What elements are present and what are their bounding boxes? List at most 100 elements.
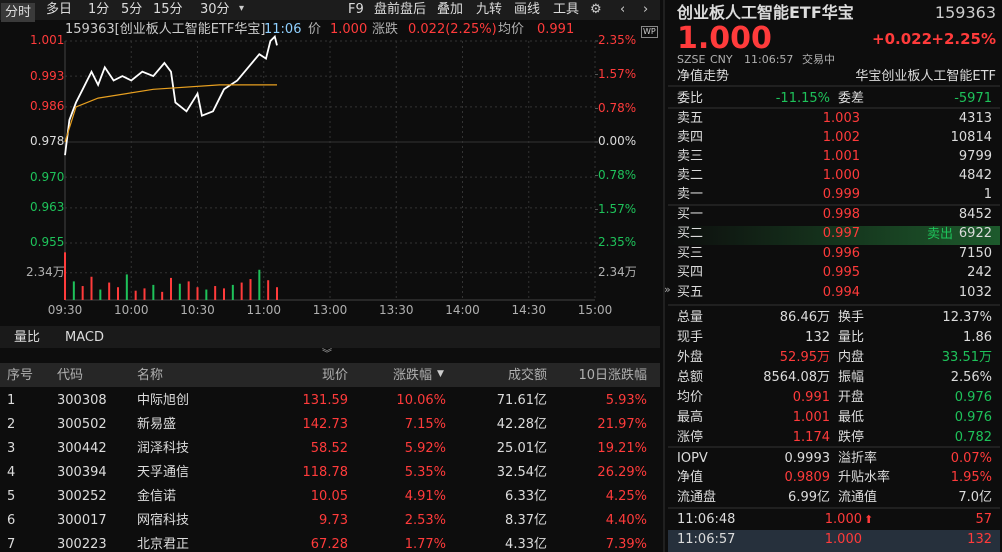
stat-value: 1.86 (963, 329, 992, 345)
tab[interactable]: 15分 (153, 1, 183, 17)
column-header: 现价 (321, 367, 348, 383)
column-header[interactable]: 涨跌幅 (392, 367, 432, 383)
nav-link[interactable]: 净值走势 (677, 68, 730, 84)
volume-bar (205, 289, 208, 300)
value: -5971 (954, 90, 992, 106)
prev-icon[interactable]: ‹ (620, 2, 626, 17)
column-header: 名称 (137, 367, 164, 383)
time: 11:06 (264, 21, 302, 37)
settings-icon[interactable]: ⚙ (590, 2, 602, 17)
volume-bar (134, 290, 137, 300)
volume-bar (249, 279, 252, 300)
volume-bar (267, 280, 270, 300)
tab[interactable]: 5分 (121, 1, 143, 17)
stat-label: 外盘 (677, 349, 704, 365)
cell: 1 (7, 392, 16, 408)
stat-value: 33.51万 (941, 349, 992, 365)
cell: 10.06% (396, 392, 446, 408)
tab[interactable]: 1分 (88, 1, 110, 17)
tab[interactable]: 30分 (200, 1, 230, 17)
stat-value: 132 (805, 329, 830, 345)
stat-label: 涨停 (677, 429, 704, 445)
tool[interactable]: 盘前盘后 (374, 1, 427, 17)
cell: 5.93% (605, 392, 647, 408)
volume-bar (143, 288, 146, 300)
book-label: 买一 (677, 206, 704, 222)
book-label: 买三 (677, 245, 704, 261)
collapse-icon[interactable]: ︾ (322, 349, 332, 360)
tab[interactable]: 多日 (46, 1, 73, 17)
cell: 26.29% (597, 464, 647, 480)
chart-title: 159363[创业板人工智能ETF华宝] (65, 21, 266, 37)
price-line (64, 34, 278, 156)
cell: 天孚通信 (137, 464, 190, 480)
book-label: 卖二 (677, 167, 704, 183)
expand-icon[interactable]: » (664, 283, 671, 296)
dropdown-icon[interactable]: ▾ (239, 3, 245, 14)
stat-value: 12.37% (942, 309, 992, 325)
quote-change-pct: +2.25% (931, 29, 996, 48)
book-label: 买五 (677, 284, 704, 300)
book-volume: 7150 (958, 245, 992, 261)
stat-value: 86.46万 (779, 309, 830, 325)
cell: 7.15% (404, 416, 446, 432)
column-header: 10日涨跌幅 (578, 367, 647, 383)
stat-value: 1.174 (792, 429, 830, 445)
tool[interactable]: 九转 (476, 1, 503, 17)
y-tick-label: 0.993 (30, 68, 65, 83)
bid-note: 卖出 (926, 226, 953, 242)
volume-bar (223, 288, 225, 300)
cell: 300502 (57, 416, 107, 432)
book-price: 1.002 (822, 129, 860, 145)
tool[interactable]: 画线 (514, 1, 541, 17)
book-price: 1.003 (822, 110, 860, 126)
cell: 新易盛 (137, 416, 177, 432)
y2-tick-label: 1.57% (598, 66, 637, 81)
book-volume: 4313 (958, 110, 992, 126)
y2-tick-label: 1.57% (598, 201, 637, 216)
cell: 131.59 (302, 392, 349, 408)
volume-bar (64, 252, 66, 300)
book-price: 0.998 (822, 206, 860, 222)
quote-change: +0.022 (872, 29, 933, 48)
x-tick-label: 13:30 (378, 303, 414, 318)
next-icon[interactable]: › (643, 2, 649, 17)
tab[interactable]: 分时 (1, 2, 36, 22)
cell: 2.53% (404, 512, 446, 528)
column-header: 序号 (7, 367, 34, 383)
cell: 4.33亿 (505, 536, 547, 552)
quote-meta: CNY (710, 52, 733, 66)
stat-value: 0.9809 (784, 470, 831, 486)
book-price: 1.001 (822, 148, 860, 164)
indicator-tab[interactable]: 量比 (14, 329, 41, 345)
trade-volume: 132 (967, 531, 992, 547)
cell: 1.77% (404, 536, 446, 552)
book-price: 0.999 (822, 186, 860, 202)
sort-icon[interactable]: ▼ (437, 369, 444, 379)
indicator-tab[interactable]: MACD (65, 329, 104, 345)
volume-bar (161, 291, 164, 300)
cell: 10.05 (310, 488, 348, 504)
cell: 142.73 (302, 416, 349, 432)
cell: 19.21% (597, 440, 647, 456)
tool[interactable]: 叠加 (437, 1, 464, 17)
y-tick-label: 0.978 (30, 134, 65, 149)
tool[interactable]: F9 (348, 1, 364, 17)
cell: 4.40% (605, 512, 647, 528)
book-volume: 9799 (958, 148, 992, 164)
volume-bar (258, 269, 261, 300)
y2-tick-label: 2.35% (598, 235, 637, 250)
stat-value: 7.0亿 (958, 489, 992, 505)
trade-time: 11:06:57 (677, 531, 736, 547)
book-label: 买二 (677, 226, 704, 242)
cell: 300394 (57, 464, 107, 480)
x-tick-label: 14:00 (445, 303, 480, 318)
trade-price: 1.000 (824, 511, 862, 527)
volume-bar (90, 276, 93, 300)
y2-tick-label: 0.78% (598, 100, 637, 115)
stat-value: 0.782 (954, 429, 992, 445)
book-price: 1.000 (822, 167, 860, 183)
label: 均价 (498, 21, 525, 37)
tool[interactable]: 工具 (553, 1, 580, 17)
